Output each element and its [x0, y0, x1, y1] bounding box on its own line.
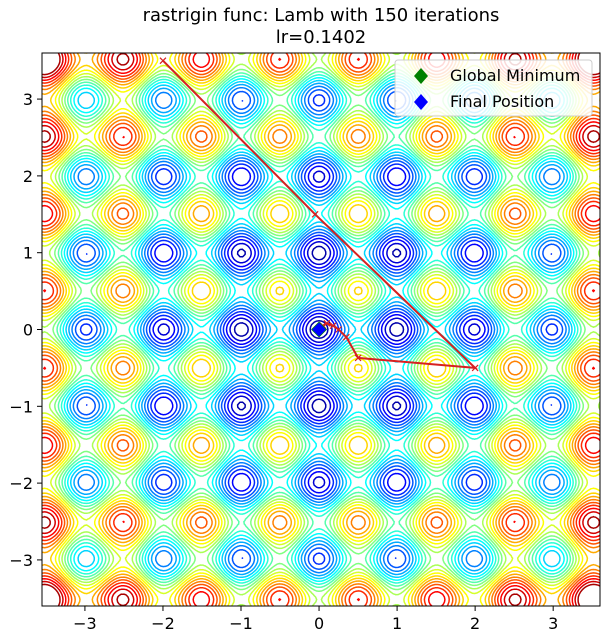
y-tick-label: 2 — [23, 167, 33, 186]
optimizer-path-layer — [159, 57, 479, 372]
path-point-marker — [354, 354, 362, 362]
contour-level — [152, 165, 486, 494]
x-tick-label: 0 — [314, 614, 324, 633]
x-tick-label: 1 — [392, 614, 402, 633]
contour-level — [59, 74, 579, 585]
chart-title: rastrigin func: Lamb with 150 iterations — [143, 5, 500, 26]
y-tick-label: 3 — [23, 90, 33, 109]
path-point-marker — [335, 326, 342, 333]
contour-level — [56, 70, 582, 589]
chart-subtitle: lr=0.1402 — [276, 27, 366, 48]
final-position-marker — [312, 322, 327, 337]
contour-level — [42, 53, 600, 606]
path-point-marker — [329, 322, 337, 330]
contour-level — [42, 53, 600, 606]
path-point-marker — [311, 210, 319, 218]
y-axis: −3 −2 −1 0 1 2 3 — [9, 90, 42, 570]
contour-level — [157, 170, 481, 489]
legend-global-minimum-marker — [414, 68, 428, 84]
x-tick-label: −3 — [73, 614, 97, 633]
x-axis: −3 −2 −1 0 1 2 3 — [73, 606, 558, 633]
path-point-marker — [342, 333, 350, 341]
x-tick-label: 3 — [548, 614, 558, 633]
y-tick-label: −3 — [9, 551, 33, 570]
contour-level — [42, 53, 600, 606]
y-tick-label: −1 — [9, 397, 33, 416]
y-tick-label: 0 — [23, 321, 33, 340]
x-tick-label: 2 — [470, 614, 480, 633]
contour-level — [233, 245, 405, 414]
contour-level — [71, 85, 567, 574]
contour-level — [65, 79, 573, 580]
contour-level — [42, 53, 600, 606]
y-tick-label: 1 — [23, 244, 33, 263]
contour-level — [42, 53, 600, 606]
x-tick-label: −2 — [151, 614, 175, 633]
contour-level — [79, 94, 559, 565]
y-tick-label: −2 — [9, 474, 33, 493]
legend: Global Minimum Final Position — [394, 59, 593, 117]
path-point-marker — [323, 319, 331, 327]
contour-level — [62, 76, 576, 583]
legend-global-minimum-label: Global Minimum — [450, 66, 580, 85]
contour-level — [74, 89, 564, 570]
path-point-marker — [471, 364, 479, 372]
contour-level — [52, 66, 586, 593]
x-tick-label: −1 — [229, 614, 253, 633]
path-point-marker — [159, 57, 167, 65]
legend-box — [394, 59, 593, 117]
contour-level — [68, 82, 570, 577]
legend-final-position-label: Final Position — [450, 92, 554, 111]
legend-final-position-marker — [414, 94, 428, 110]
